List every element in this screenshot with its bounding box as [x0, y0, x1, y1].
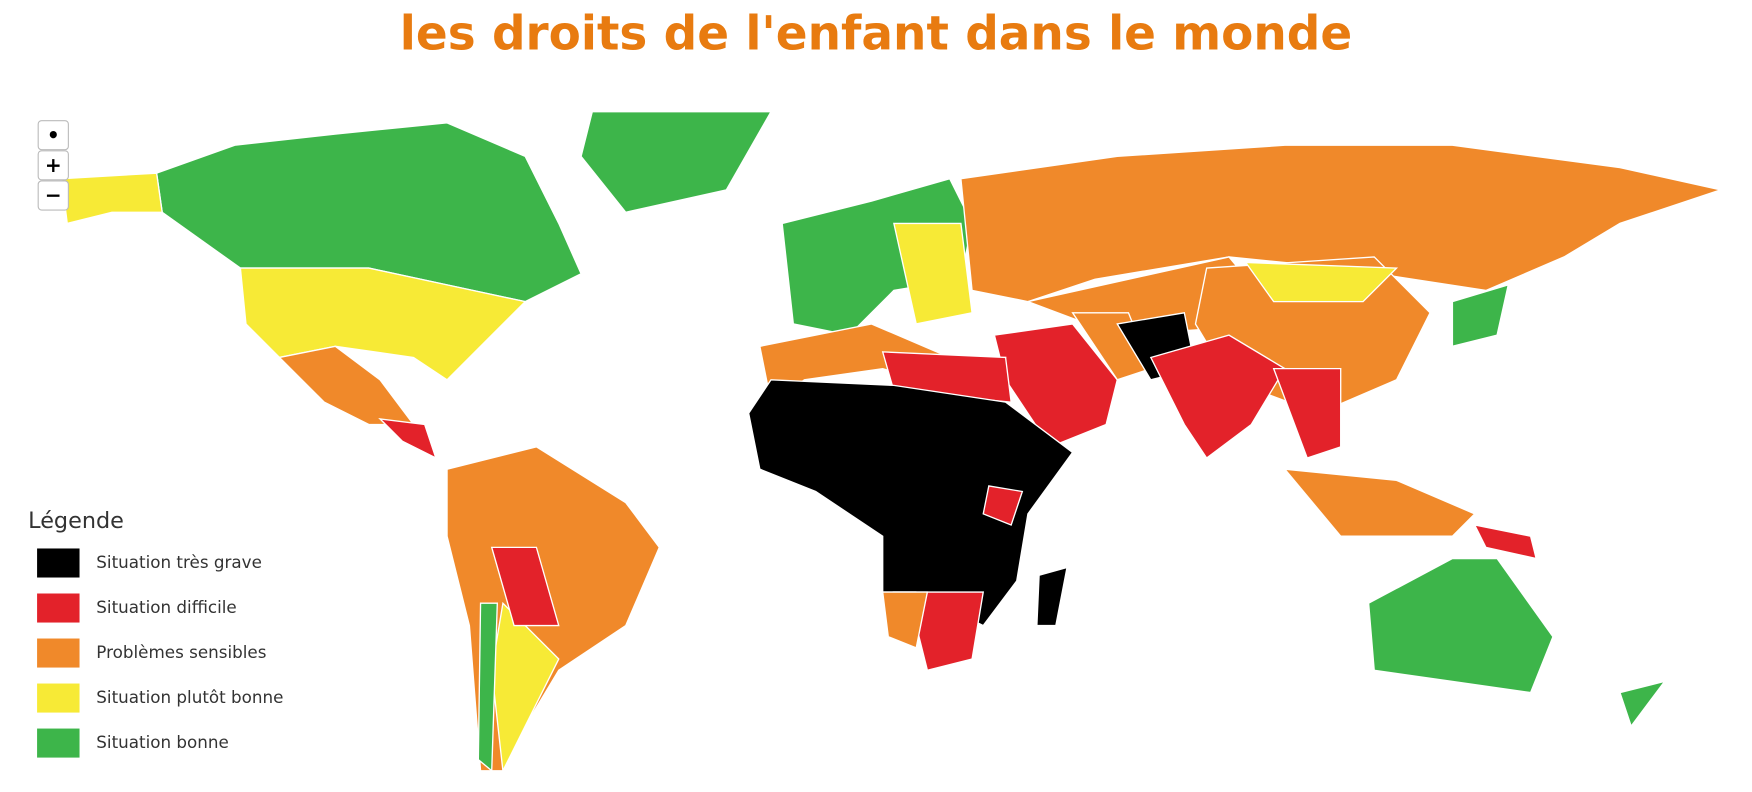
- south-east-asia[interactable]: [1272, 367, 1342, 459]
- mongolia[interactable]: [1244, 261, 1399, 303]
- zoom-button[interactable]: [37, 120, 69, 151]
- russia[interactable]: [960, 144, 1724, 303]
- alaska[interactable]: [60, 172, 163, 225]
- usa[interactable]: [239, 267, 527, 381]
- bolivia[interactable]: [490, 546, 560, 627]
- legend-swatch: [37, 593, 80, 623]
- legend-label: Situation bonne: [96, 732, 229, 752]
- madagascar[interactable]: [1036, 566, 1068, 627]
- indonesia[interactable]: [1283, 468, 1476, 537]
- australia[interactable]: [1367, 557, 1554, 694]
- legend-swatch: [37, 728, 80, 758]
- zoom-button[interactable]: [37, 150, 69, 181]
- world-map: [60, 111, 1724, 774]
- central-america[interactable]: [378, 417, 438, 460]
- india[interactable]: [1149, 334, 1286, 459]
- legend-label: Situation plutôt bonne: [96, 687, 283, 707]
- zoom-button-label: +: [45, 153, 62, 177]
- legend-swatch: [37, 638, 80, 668]
- legend-label: Situation très grave: [96, 552, 262, 572]
- greenland[interactable]: [580, 111, 773, 213]
- page-title: les droits de l'enfant dans le monde: [400, 6, 1352, 61]
- zoom-controls: • + −: [37, 120, 69, 211]
- kenya[interactable]: [982, 485, 1024, 526]
- central-africa[interactable]: [747, 379, 1074, 627]
- mexico[interactable]: [278, 345, 415, 426]
- legend-title: Légende: [28, 508, 124, 534]
- legend-label: Problèmes sensibles: [96, 642, 266, 662]
- angola-namibia[interactable]: [881, 591, 929, 649]
- new-zealand[interactable]: [1619, 680, 1667, 728]
- papua-new-guinea[interactable]: [1473, 524, 1538, 560]
- zoom-button[interactable]: [37, 180, 69, 211]
- eastern-europe[interactable]: [893, 222, 973, 325]
- legend-swatch: [37, 683, 80, 713]
- chile[interactable]: [477, 602, 499, 773]
- legend-label: Situation difficile: [96, 597, 236, 617]
- japan[interactable]: [1451, 283, 1510, 348]
- legend-swatch: [37, 548, 80, 578]
- legend: Légende Situation très grave Situation di…: [28, 508, 283, 758]
- zoom-button-label: •: [47, 123, 60, 147]
- zoom-button-label: −: [45, 183, 62, 207]
